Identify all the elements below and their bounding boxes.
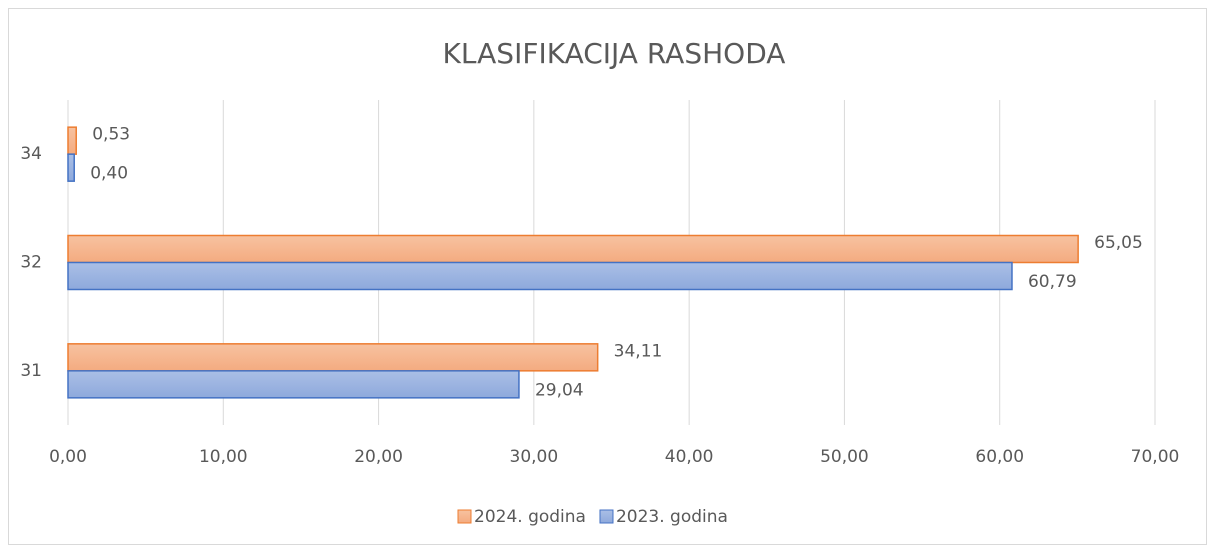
value-label: 29,04 — [535, 380, 584, 400]
y-tick-label: 34 — [20, 144, 42, 164]
bar — [67, 126, 77, 155]
legend-label: 2024. godina — [474, 507, 586, 527]
x-tick-label: 40,00 — [665, 447, 714, 467]
x-tick-label: 10,00 — [199, 447, 248, 467]
y-tick-label: 32 — [20, 253, 42, 273]
value-label: 65,05 — [1094, 233, 1143, 253]
y-tick-label: 31 — [20, 361, 42, 381]
legend-swatch — [457, 509, 472, 524]
bar — [67, 343, 599, 372]
bar — [67, 153, 75, 182]
value-label: 60,79 — [1028, 272, 1077, 292]
x-tick-label: 20,00 — [354, 447, 403, 467]
x-tick-label: 70,00 — [1131, 447, 1180, 467]
legend-swatch — [599, 509, 614, 524]
value-label: 0,53 — [92, 125, 130, 145]
x-tick-label: 0,00 — [49, 447, 87, 467]
bar — [67, 261, 1013, 291]
legend-label: 2023. godina — [616, 507, 728, 527]
x-tick-label: 30,00 — [510, 447, 559, 467]
x-tick-label: 50,00 — [820, 447, 869, 467]
value-label: 34,11 — [614, 341, 663, 361]
x-tick-label: 60,00 — [975, 447, 1024, 467]
bar — [67, 370, 520, 399]
chart-title: KLASIFIKACIJA RASHODA — [443, 37, 786, 70]
value-label: 0,40 — [90, 164, 128, 184]
bar — [67, 234, 1079, 264]
